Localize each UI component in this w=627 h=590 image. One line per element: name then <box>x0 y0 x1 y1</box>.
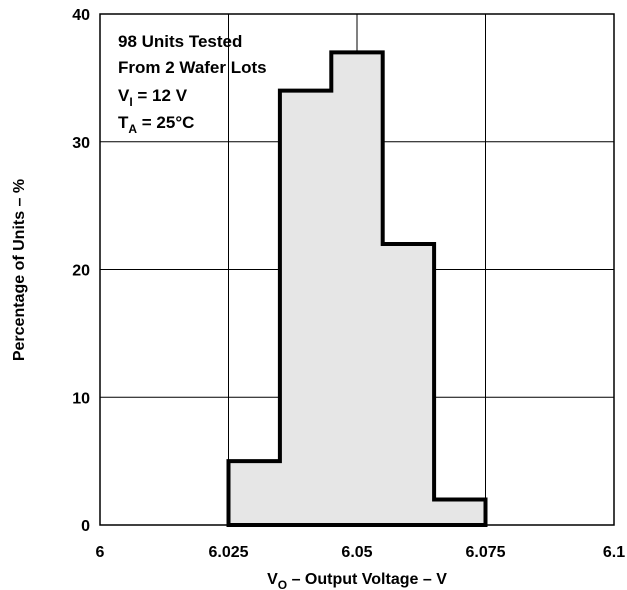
annotation-wafer-lots: From 2 Wafer Lots <box>118 58 267 77</box>
annotation-input-voltage-value: = 12 V <box>133 86 188 105</box>
annotation-input-voltage-subscript: I <box>129 95 132 109</box>
x-axis-label-symbol: V <box>267 571 278 588</box>
y-tick-label-1: 10 <box>72 390 90 407</box>
annotation-temperature: TA = 25°C <box>118 113 194 136</box>
y-tick-label-4: 40 <box>72 7 90 24</box>
y-tick-label-2: 20 <box>72 263 90 280</box>
histogram-outline <box>226 50 488 527</box>
plot-frame <box>99 13 615 526</box>
annotation-temperature-symbol: T <box>118 113 129 132</box>
x-tick-label-1: 6.025 <box>208 544 248 561</box>
annotation-temperature-subscript: A <box>128 122 137 136</box>
x-axis-label-subscript: O <box>278 578 287 590</box>
x-axis-label: VO – Output Voltage – V <box>267 571 447 590</box>
annotation-temperature-value: = 25°C <box>137 113 194 132</box>
annotation-units-tested: 98 Units Tested <box>118 32 242 51</box>
y-tick-label-0: 0 <box>81 518 90 535</box>
x-axis-label-text: – Output Voltage – V <box>287 571 447 588</box>
y-tick-label-3: 30 <box>72 135 90 152</box>
x-tick-label-2: 6.05 <box>341 544 372 561</box>
x-tick-label-0: 6 <box>96 544 105 561</box>
x-tick-label-4: 6.1 <box>603 544 625 561</box>
x-tick-labels: 6 6.025 6.05 6.075 6.1 <box>96 544 626 561</box>
x-tick-label-3: 6.075 <box>465 544 505 561</box>
annotation-input-voltage-symbol: V <box>118 86 130 105</box>
y-axis-label: Percentage of Units – % <box>11 179 28 361</box>
y-tick-labels: 0 10 20 30 40 <box>72 7 90 535</box>
annotation-input-voltage: VI = 12 V <box>118 86 188 109</box>
